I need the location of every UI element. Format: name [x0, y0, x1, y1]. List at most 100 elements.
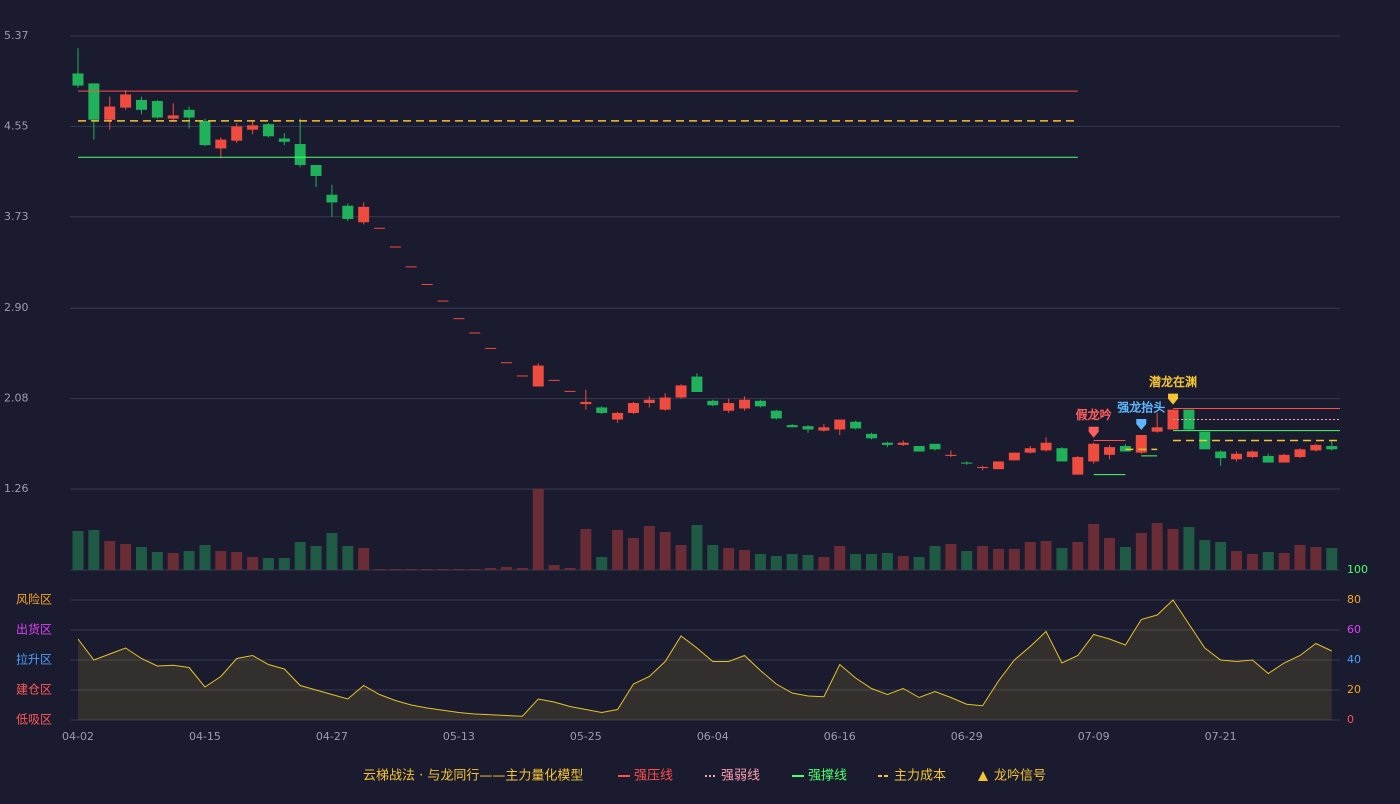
volume-bar — [120, 544, 132, 570]
volume-bar — [500, 567, 512, 570]
y2-tick-label: 60 — [1347, 623, 1361, 636]
volume-bar — [104, 541, 116, 570]
candle-body — [675, 385, 687, 398]
x-tick-label: 07-21 — [1205, 730, 1237, 743]
volume-bar — [516, 568, 528, 570]
volume-bar — [1056, 548, 1068, 570]
candle-body — [596, 407, 608, 413]
candle-body — [739, 399, 751, 409]
candle-body — [167, 115, 179, 119]
candle-body — [707, 400, 719, 406]
volume-bar — [659, 532, 671, 570]
volume-bar — [72, 531, 84, 570]
y2-tick-label: 20 — [1347, 683, 1361, 696]
volume-bar — [1310, 547, 1322, 570]
volume-bar — [850, 554, 862, 570]
volume-bar — [1135, 533, 1147, 570]
candle-body — [485, 347, 497, 349]
x-tick-label: 05-25 — [570, 730, 602, 743]
candle-body — [1151, 427, 1163, 432]
volume-bar — [977, 546, 989, 570]
candle-body — [786, 425, 798, 428]
y-tick-label: 5.37 — [4, 29, 29, 42]
x-tick-label: 06-16 — [824, 730, 856, 743]
volume-bar — [1183, 527, 1195, 570]
x-tick-label: 04-27 — [316, 730, 348, 743]
volume-bar — [453, 569, 465, 570]
signal-label: 强龙抬头 — [1117, 399, 1165, 414]
signal-arrow — [1168, 393, 1179, 405]
candle-body — [120, 94, 132, 108]
candle-body — [104, 106, 116, 120]
volume-bar — [437, 569, 449, 570]
candle-body — [358, 206, 370, 223]
candle-body — [532, 365, 544, 387]
candle-body — [1246, 451, 1258, 458]
candle-body — [262, 124, 274, 137]
y-tick-label: 3.73 — [4, 210, 29, 223]
x-tick-label: 04-02 — [62, 730, 94, 743]
candle-body — [802, 426, 814, 430]
candle-body — [1215, 451, 1227, 459]
candle-body — [215, 139, 227, 149]
volume-bar — [1246, 554, 1258, 570]
candle-body — [897, 442, 909, 445]
legend-title: 云梯战法 · 与龙同行——主力量化模型 — [363, 769, 583, 784]
candle-body — [469, 332, 481, 334]
y2-tick-label: 0 — [1347, 713, 1354, 726]
indicator-line — [77, 599, 1332, 717]
volume-bar — [405, 569, 417, 570]
volume-bar — [1231, 551, 1243, 570]
volume-bar — [596, 557, 608, 570]
candle-body — [818, 427, 830, 431]
zone-label: 拉升区 — [16, 652, 52, 667]
volume-bar — [151, 552, 163, 570]
volume-bar — [167, 553, 179, 570]
volume-bar — [183, 551, 195, 570]
volume-bar — [389, 569, 401, 570]
candle-body — [691, 376, 703, 393]
x-tick-label: 07-09 — [1078, 730, 1110, 743]
candle-body — [500, 362, 512, 364]
candle-body — [754, 400, 766, 407]
volume-bar — [1199, 540, 1211, 570]
candle-body — [1088, 443, 1100, 462]
volume-bar — [342, 546, 354, 570]
volume-bar — [88, 530, 100, 570]
candle-body — [310, 164, 322, 176]
volume-bar — [421, 569, 433, 570]
volume-bar — [135, 547, 147, 570]
volume-bar — [294, 542, 306, 570]
volume-bar — [802, 555, 814, 570]
volume-bar — [580, 529, 592, 570]
volume-bar — [723, 548, 735, 570]
candle-body — [992, 461, 1004, 470]
volume-bar — [485, 568, 497, 570]
candle-body — [183, 109, 195, 118]
volume-bar — [1008, 549, 1020, 570]
volume-bar — [643, 526, 655, 570]
candle-body — [612, 412, 624, 420]
volume-bar — [627, 538, 639, 570]
candle-body — [151, 101, 163, 118]
volume-bar — [326, 533, 338, 570]
candle-body — [1278, 454, 1290, 463]
candle-body — [516, 375, 528, 377]
volume-bar — [929, 546, 941, 570]
y-tick-label: 2.90 — [4, 301, 29, 314]
candle-body — [342, 205, 354, 219]
candle-body — [770, 410, 782, 419]
volume-bar — [1119, 547, 1131, 570]
volume-bar — [818, 557, 830, 570]
candle-body — [72, 73, 84, 86]
volume-bar — [770, 556, 782, 570]
volume-bar — [691, 525, 703, 570]
x-tick-label: 05-13 — [443, 730, 475, 743]
volume-bar — [834, 546, 846, 570]
signal-arrow — [1136, 418, 1147, 430]
volume-bar — [278, 558, 290, 570]
candle-body — [929, 443, 941, 450]
legend-label: 强撑线 — [808, 769, 847, 784]
y2-tick-label: 80 — [1347, 593, 1361, 606]
volume-bar — [310, 546, 322, 570]
